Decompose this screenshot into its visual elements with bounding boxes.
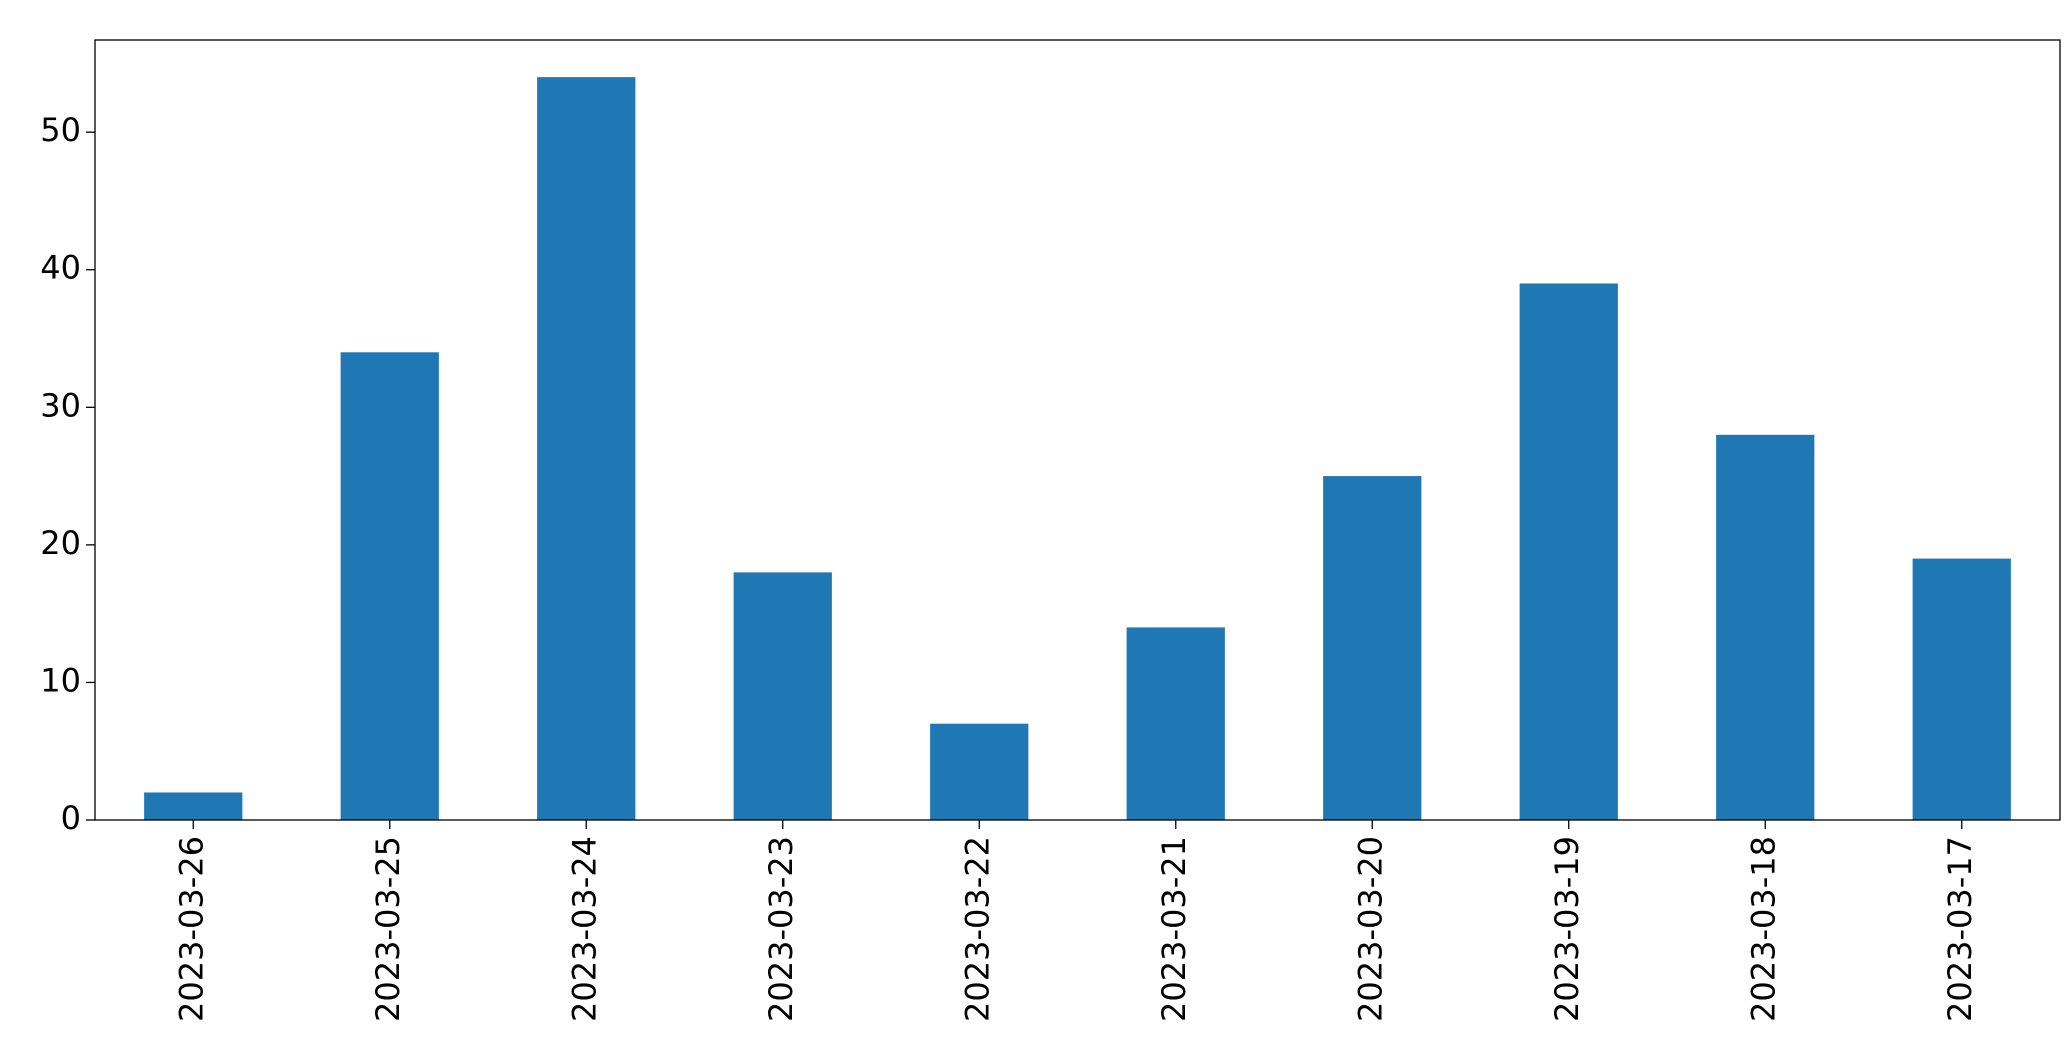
bar (1716, 434, 1815, 820)
x-tick-label: 2023-03-23 (762, 836, 800, 1022)
x-tick-label: 2023-03-26 (172, 836, 210, 1022)
bar (733, 572, 832, 820)
y-tick-label: 0 (61, 799, 81, 837)
y-tick-label: 40 (40, 249, 81, 287)
bar (1126, 627, 1225, 820)
plot-frame (94, 39, 2061, 821)
x-tick-label: 2023-03-25 (369, 836, 407, 1022)
y-tick-label: 50 (40, 111, 81, 149)
bar (537, 77, 636, 820)
y-tick-label: 30 (40, 386, 81, 424)
y-tick-label: 10 (40, 661, 81, 699)
bar (1912, 558, 2011, 820)
bar (144, 792, 243, 820)
y-tick-label: 20 (40, 524, 81, 562)
x-tick-label: 2023-03-24 (565, 836, 603, 1022)
x-tick-label: 2023-03-22 (958, 836, 996, 1022)
x-tick-label: 2023-03-18 (1744, 836, 1782, 1022)
bar (340, 352, 439, 820)
bar (1323, 476, 1422, 820)
bar (1519, 283, 1618, 820)
x-tick-label: 2023-03-19 (1548, 836, 1586, 1022)
x-tick-label: 2023-03-20 (1351, 836, 1389, 1022)
x-tick-label: 2023-03-17 (1941, 836, 1979, 1022)
bar (930, 723, 1029, 820)
x-tick-label: 2023-03-21 (1155, 836, 1193, 1022)
